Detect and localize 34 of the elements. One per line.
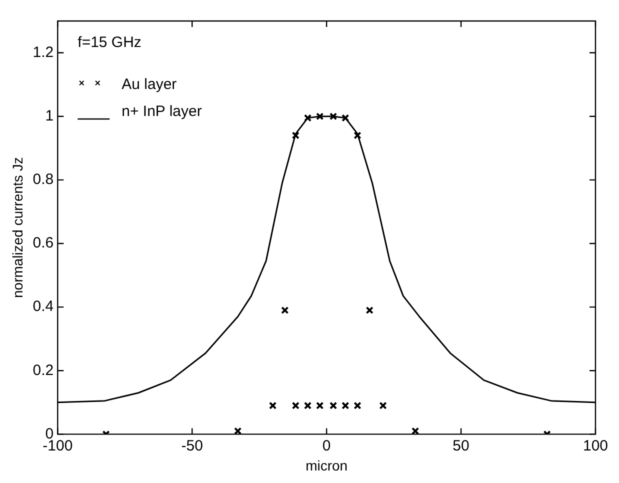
point xyxy=(342,114,350,122)
point xyxy=(316,112,324,120)
point xyxy=(411,427,420,434)
y-tick-label: 1 xyxy=(45,107,54,124)
x-axis-title: micron xyxy=(306,457,348,474)
y-tick-label: 0.2 xyxy=(32,362,54,379)
point xyxy=(316,402,324,410)
y-tick-label: 1.2 xyxy=(32,44,54,61)
y-tick-label: 0.8 xyxy=(32,171,54,188)
legend-label: Au layer xyxy=(122,76,177,94)
x-tick-label: 100 xyxy=(582,437,608,454)
point xyxy=(329,402,338,410)
y-axis-title: normalized currents Jz xyxy=(9,157,26,298)
legend-label: n+ InP layer xyxy=(122,103,202,120)
x-tick-label: 50 xyxy=(452,437,470,454)
point xyxy=(268,402,277,410)
point xyxy=(304,402,312,410)
point xyxy=(281,306,289,314)
point xyxy=(379,402,387,410)
x-tick-label: 0 xyxy=(322,437,331,454)
x-tick-label: -100 xyxy=(42,437,73,454)
point xyxy=(234,427,242,434)
point xyxy=(342,402,350,410)
y-tick-label: 0.4 xyxy=(32,298,54,316)
point xyxy=(366,306,374,314)
y-tick-label: 0.6 xyxy=(32,234,54,252)
point xyxy=(329,112,338,120)
legend-title: f=15 GHz xyxy=(78,34,142,52)
point xyxy=(292,132,300,140)
point xyxy=(304,114,312,122)
point xyxy=(354,402,362,410)
point xyxy=(292,402,300,410)
x-tick-label: -50 xyxy=(181,437,203,454)
point xyxy=(354,132,362,140)
